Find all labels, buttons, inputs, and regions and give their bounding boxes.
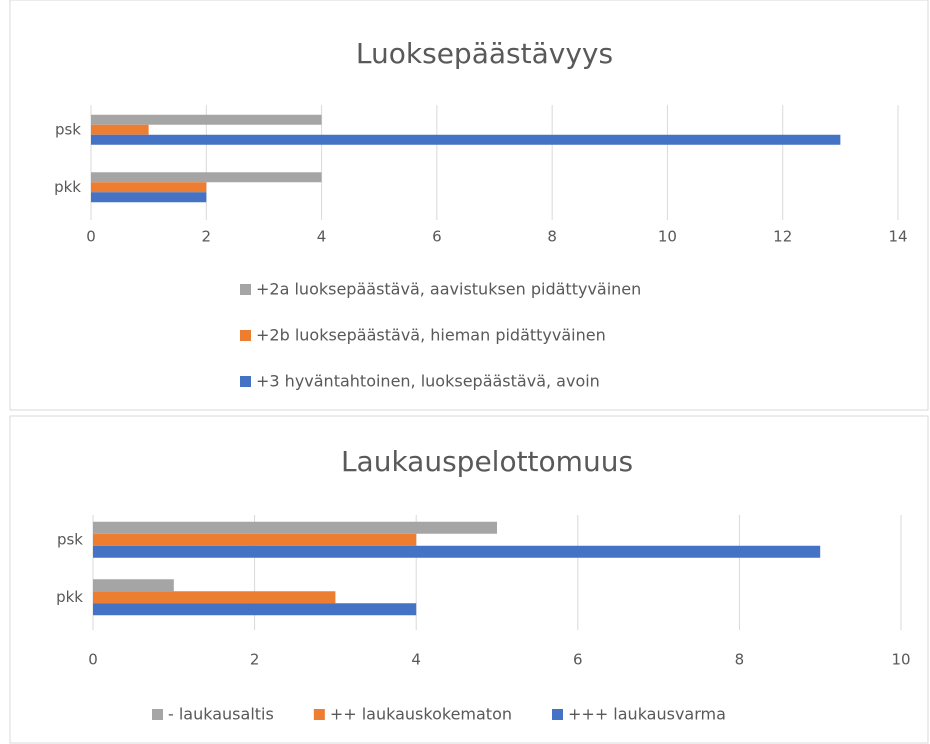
x-tick-label: 6 bbox=[573, 651, 583, 669]
legend-swatch bbox=[552, 709, 563, 720]
bar bbox=[91, 182, 207, 193]
bar bbox=[93, 591, 336, 604]
y-tick-label: psk bbox=[57, 530, 83, 548]
x-tick-label: 2 bbox=[250, 651, 260, 669]
bar bbox=[93, 545, 821, 558]
legend-swatch bbox=[240, 284, 251, 295]
x-tick-label: 4 bbox=[317, 228, 327, 246]
x-tick-label: 0 bbox=[86, 228, 96, 246]
y-tick-label: pkk bbox=[54, 178, 81, 196]
legend-label: ++ laukauskokematon bbox=[330, 705, 512, 724]
chart-title: Luoksepäästävyys bbox=[356, 37, 613, 70]
bar bbox=[91, 124, 149, 135]
chart-title: Laukauspelottomuus bbox=[341, 445, 633, 478]
bar bbox=[91, 134, 841, 145]
x-tick-label: 2 bbox=[202, 228, 212, 246]
x-tick-label: 10 bbox=[891, 651, 910, 669]
x-tick-label: 8 bbox=[547, 228, 557, 246]
x-tick-label: 8 bbox=[735, 651, 745, 669]
legend-label: +2a luoksepäästävä, aavistuksen pidättyv… bbox=[256, 280, 641, 299]
legend-swatch bbox=[313, 709, 325, 720]
x-tick-label: 0 bbox=[88, 651, 98, 669]
x-tick-label: 4 bbox=[411, 651, 421, 669]
legend-swatch bbox=[240, 330, 251, 341]
panel-border bbox=[9, 0, 929, 411]
bar bbox=[91, 192, 207, 203]
x-tick-label: 10 bbox=[658, 228, 677, 246]
bar bbox=[91, 114, 322, 125]
x-tick-label: 14 bbox=[888, 228, 907, 246]
bar bbox=[93, 579, 174, 592]
y-tick-label: psk bbox=[55, 120, 81, 138]
legend-label: +3 hyväntahtoinen, luoksepäästävä, avoin bbox=[256, 372, 600, 391]
panel-border bbox=[9, 415, 929, 744]
legend-swatch bbox=[240, 376, 251, 387]
bar bbox=[93, 603, 417, 616]
legend-label: +2b luoksepäästävä, hieman pidättyväinen bbox=[256, 326, 606, 345]
bar bbox=[91, 172, 322, 183]
legend-swatch bbox=[152, 709, 163, 720]
legend-label: +++ laukausvarma bbox=[568, 705, 726, 724]
y-tick-label: pkk bbox=[56, 588, 83, 606]
x-tick-label: 6 bbox=[432, 228, 442, 246]
bar bbox=[93, 521, 497, 534]
legend-label: - laukausaltis bbox=[168, 705, 274, 724]
bar bbox=[93, 533, 417, 546]
x-tick-label: 12 bbox=[773, 228, 792, 246]
